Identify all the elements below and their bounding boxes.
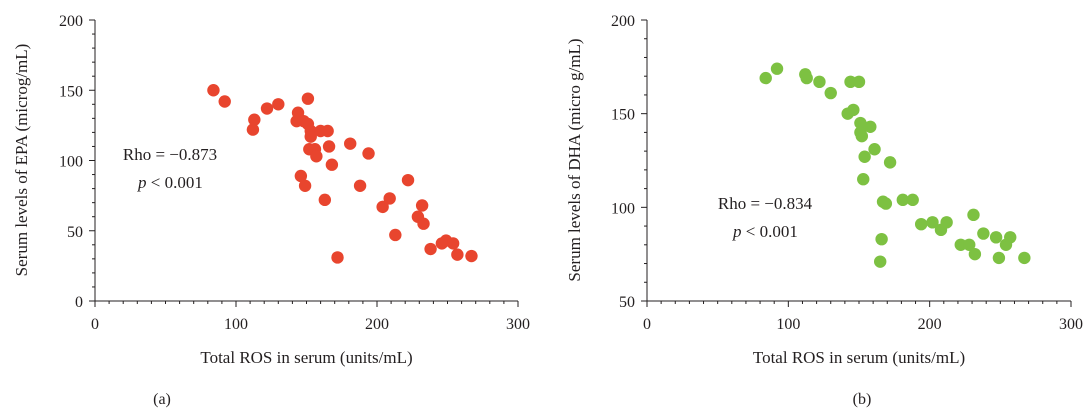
y-tick-label: 0 <box>75 294 83 311</box>
scatter-point <box>844 75 857 89</box>
p-value-annotation: p < 0.001 <box>137 173 203 192</box>
scatter-point <box>376 200 389 214</box>
scatter-point <box>401 173 415 187</box>
rho-annotation: Rho = −0.873 <box>123 145 217 164</box>
scatter-point <box>389 228 402 242</box>
scatter-point <box>940 216 953 229</box>
scatter-point <box>847 103 860 117</box>
scatter-point <box>992 251 1006 265</box>
scatter-point <box>218 95 231 108</box>
x-tick-label: 200 <box>365 316 389 333</box>
scatter-point <box>813 75 826 89</box>
scatter-point <box>294 169 308 183</box>
p-value-annotation: p < 0.001 <box>732 222 798 241</box>
scatter-point <box>883 156 897 169</box>
scatter-point <box>879 197 893 210</box>
y-axis-label: Serum levels of EPA (microg/mL) <box>12 44 31 277</box>
scatter-point <box>362 147 375 160</box>
scatter-point <box>770 62 784 75</box>
x-tick-label: 100 <box>224 316 248 333</box>
rho-annotation: Rho = −0.834 <box>718 194 813 213</box>
scatter-point <box>855 129 869 143</box>
scatter-point <box>896 193 910 207</box>
scatter-panel-b: 50 100 150 200 0 100 200 300 Total ROS in serum … <box>565 13 1083 408</box>
scatter-point <box>353 179 367 192</box>
y-tick-label: 200 <box>59 13 83 30</box>
scatter-point <box>325 158 339 171</box>
panel-label-b: (b) <box>853 391 872 408</box>
x-axis-label: Total ROS in serum (units/mL) <box>753 348 965 367</box>
x-tick-label: 300 <box>1059 316 1083 333</box>
y-tick-label: 100 <box>59 154 83 171</box>
scatter-point <box>301 92 315 105</box>
scatter-point <box>824 86 837 100</box>
scatter-point <box>272 98 285 111</box>
x-tick-label: 200 <box>918 316 942 333</box>
scatter-point <box>977 227 990 240</box>
scatter-point <box>874 255 887 268</box>
scatter-point <box>207 84 220 97</box>
scatter-point <box>465 249 478 263</box>
scatter-point <box>260 102 274 115</box>
scatter-point <box>967 208 980 222</box>
scatter-point <box>868 143 881 156</box>
p-symbol: p <box>732 222 742 241</box>
scatter-point <box>1018 251 1031 265</box>
scatter-point <box>331 251 344 264</box>
p-symbol: p <box>137 173 147 192</box>
y-tick-label: 150 <box>611 107 635 124</box>
scatter-point <box>321 124 334 138</box>
scatter-point <box>926 216 939 229</box>
scatter-point <box>989 231 1003 244</box>
scatter-point <box>246 123 260 136</box>
y-tick-label: 100 <box>611 200 635 217</box>
scatter-point <box>424 242 437 256</box>
scatter-point <box>417 217 430 230</box>
scatter-point <box>318 193 332 207</box>
scatter-point <box>383 192 396 205</box>
scatter-point <box>963 238 976 251</box>
scatter-point <box>968 247 982 261</box>
scatter-point <box>875 232 888 246</box>
scatter-point <box>854 116 867 130</box>
scatter-point <box>852 75 866 89</box>
x-tick-label: 0 <box>91 316 99 333</box>
x-tick-label: 100 <box>776 316 800 333</box>
scatter-point <box>759 71 772 85</box>
scatter-point <box>304 130 317 143</box>
scatter-point <box>914 217 928 231</box>
p-threshold: < 0.001 <box>742 222 798 241</box>
scatter-point <box>344 137 357 150</box>
p-threshold: < 0.001 <box>147 173 203 192</box>
scatter-point <box>864 120 877 133</box>
scatter-point <box>858 150 871 163</box>
scatter-point <box>800 71 813 85</box>
scatter-point <box>446 237 460 250</box>
scatter-point <box>248 113 261 126</box>
scatter-point <box>415 199 429 212</box>
y-tick-label: 50 <box>619 294 635 311</box>
y-tick-label: 150 <box>59 83 83 100</box>
scatter-point <box>322 140 336 153</box>
scatter-point <box>298 179 312 192</box>
x-tick-label: 300 <box>506 316 530 333</box>
y-tick-label: 200 <box>611 13 635 30</box>
scatter-point <box>857 173 870 186</box>
scatter-point <box>451 248 464 261</box>
x-tick-label: 0 <box>643 316 651 333</box>
scatter-point <box>310 150 323 163</box>
y-axis-label: Serum levels of DHA (micro g/mL) <box>565 38 584 281</box>
panel-label-a: (a) <box>153 391 171 408</box>
scatter-point <box>954 238 967 251</box>
x-axis-label: Total ROS in serum (units/mL) <box>200 348 412 367</box>
scatter-point <box>906 193 919 207</box>
y-tick-label: 50 <box>67 224 83 241</box>
scatter-panel-a: 0 50 100 150 200 0 100 200 300 Total ROS in serum… <box>12 13 530 408</box>
scatter-point <box>1004 231 1017 244</box>
